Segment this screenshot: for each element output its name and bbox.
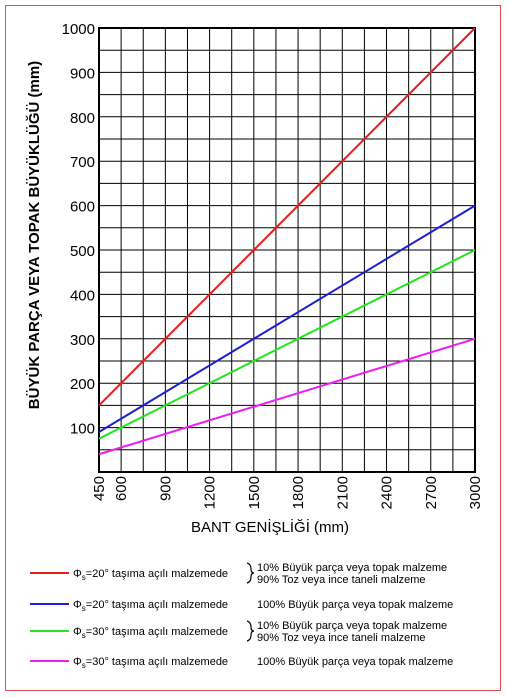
- legend-desc-4: 100% Büyük parça veya topak malzeme: [257, 656, 453, 668]
- y-tick-label: 300: [70, 332, 95, 349]
- x-tick-label: 3000: [467, 476, 484, 509]
- legend-brace-icon: [246, 562, 255, 584]
- x-tick-labels: 450 600 900 1200 1500 1800 2100 2400 2700 3000: [91, 476, 484, 509]
- x-tick-label: 1500: [246, 476, 263, 509]
- x-tick-label: 2100: [334, 476, 351, 509]
- grid-minor: [99, 28, 475, 472]
- series-layer: [98, 27, 476, 456]
- y-tick-label: 400: [70, 287, 95, 304]
- legend-desc-3-line1: 10% Büyük parça veya topak malzeme: [257, 620, 447, 632]
- y-tick-label: 200: [70, 376, 95, 393]
- x-tick-label: 2400: [379, 476, 396, 509]
- legend-desc-2: 100% Büyük parça veya topak malzeme: [257, 599, 453, 611]
- series-line-1: [98, 27, 476, 407]
- x-tick-label: 600: [113, 476, 130, 501]
- legend-label-3: Φs=30° taşıma açılı malzemede: [73, 626, 228, 640]
- legend-desc-1-line2: 90% Toz veya ince taneli malzeme: [257, 574, 426, 586]
- x-tick-label: 900: [157, 476, 174, 501]
- y-tick-label: 100: [70, 421, 95, 438]
- figure-frame: [5, 5, 501, 691]
- y-tick-label: 900: [70, 65, 95, 82]
- legend-label-2: Φs=20° taşıma açılı malzemede: [73, 599, 228, 613]
- legend-brace-icon: [246, 620, 255, 642]
- y-tick-label: 1000: [62, 21, 95, 38]
- legend-label-4: Φs=30° taşıma açılı malzemede: [73, 656, 228, 670]
- x-tick-label: 450: [91, 476, 108, 501]
- legend-desc-1-line1: 10% Büyük parça veya topak malzeme: [257, 562, 447, 574]
- y-tick-label: 700: [70, 154, 95, 171]
- x-axis-title: BANT GENİŞLİĞİ (mm): [191, 518, 349, 536]
- y-tick-label: 600: [70, 199, 95, 216]
- y-axis-title: BÜYÜK PARÇA VEYA TOPAK BÜYÜKLÜĞÜ (mm): [25, 61, 43, 409]
- y-tick-label: 500: [70, 243, 95, 260]
- series-line-3: [98, 249, 476, 440]
- x-tick-label: 2700: [423, 476, 440, 509]
- series-line-4: [98, 337, 476, 456]
- x-tick-label: 1800: [290, 476, 307, 509]
- legend-desc-3-line2: 90% Toz veya ince taneli malzeme: [257, 632, 426, 644]
- series-line-2: [98, 204, 476, 433]
- y-tick-labels: 100 200 300 400 500 600 700 800 900 1000: [62, 21, 95, 438]
- y-tick-label: 800: [70, 110, 95, 127]
- legend-label-1: Φs=20° taşıma açılı malzemede: [73, 568, 228, 582]
- x-tick-label: 1200: [202, 476, 219, 509]
- legend: Φs=20° taşıma açılı malzemede 10% Büyük p…: [30, 562, 453, 670]
